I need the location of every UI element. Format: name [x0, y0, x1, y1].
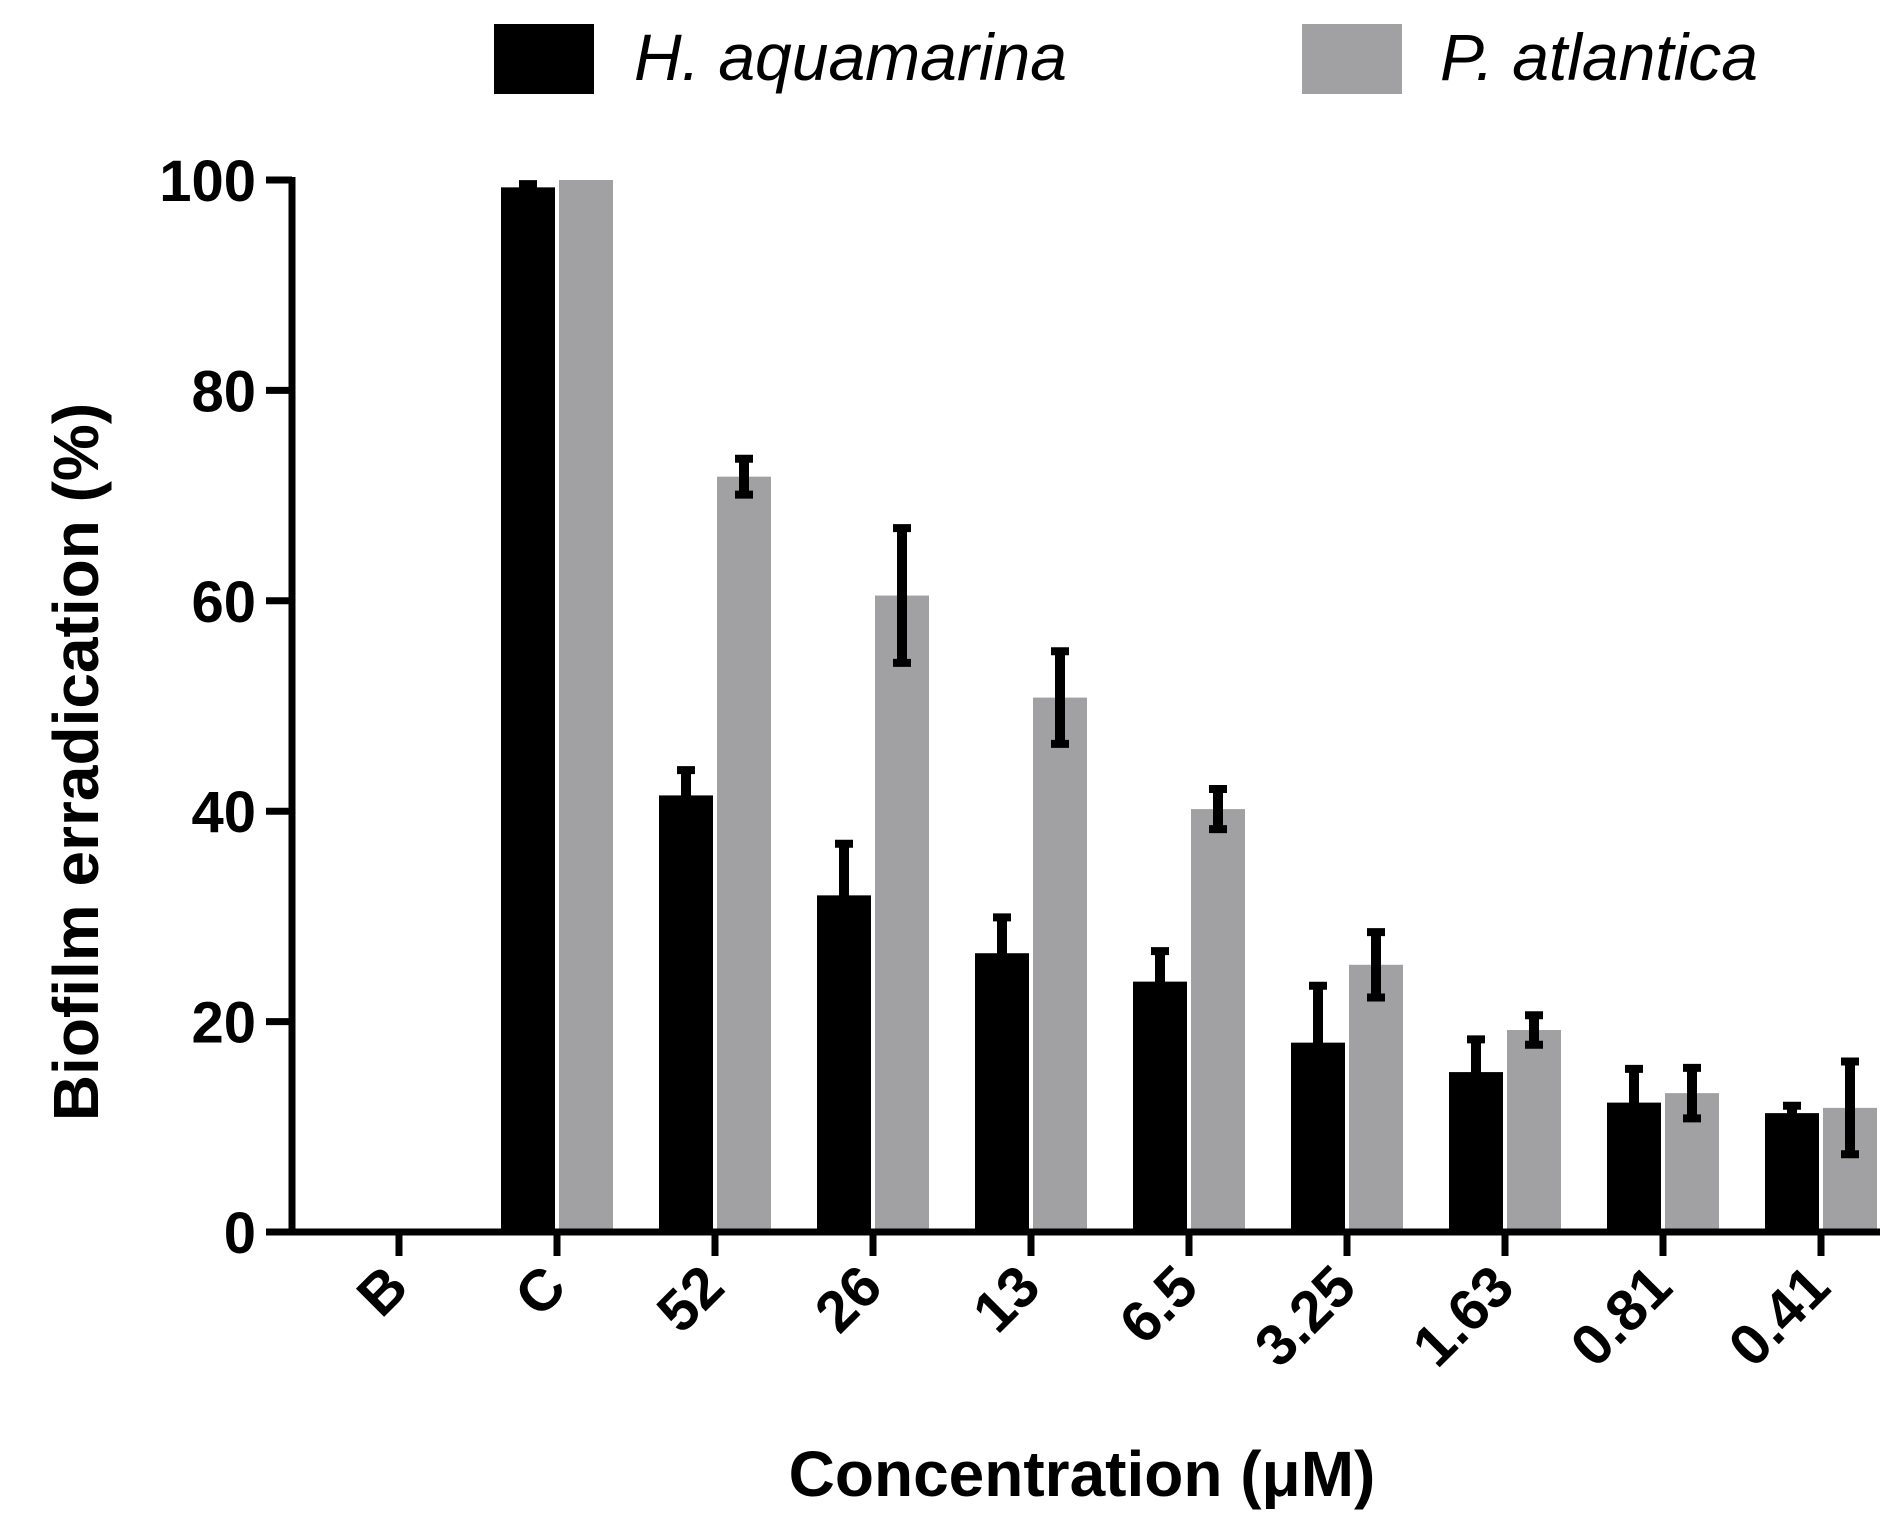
bar-h-aquamarina-6-5: [1133, 981, 1187, 1232]
bar-h-aquamarina-13: [975, 953, 1029, 1232]
y-tick-label-80: 80: [191, 359, 256, 424]
x-tick-label-6-5: 6.5: [1107, 1253, 1210, 1356]
bar-p-atlantica-26: [875, 595, 929, 1232]
x-tick-label-0-81: 0.81: [1558, 1253, 1684, 1379]
bar-h-aquamarina-0-41: [1765, 1113, 1819, 1232]
bar-p-atlantica-c: [559, 180, 613, 1232]
y-tick-label-0: 0: [224, 1201, 256, 1266]
error-bars-group: [519, 180, 1859, 1159]
legend-swatch-p-atlantica: [1302, 24, 1402, 94]
y-axis: 0 20 40 60 80 100: [159, 149, 296, 1266]
x-tick-label-3-25: 3.25: [1242, 1253, 1368, 1379]
y-tick-label-20: 20: [191, 991, 256, 1056]
x-tick-label-13: 13: [961, 1253, 1053, 1345]
x-tick-label-0-41: 0.41: [1716, 1253, 1842, 1379]
x-tick-label-52: 52: [645, 1253, 737, 1345]
bar-p-atlantica-52: [717, 476, 771, 1232]
x-tick-label-26: 26: [803, 1253, 895, 1345]
legend-label-p-atlantica: P. atlantica: [1440, 20, 1758, 94]
x-axis-title: Concentration (μM): [789, 1438, 1376, 1510]
bar-p-atlantica-6-5: [1191, 809, 1245, 1232]
legend: H. aquamarina P. atlantica: [494, 20, 1758, 94]
y-tick-label-100: 100: [159, 149, 256, 214]
x-axis: B C 52 26 13 6.5 3.25 1.63 0.81 0.41: [289, 1228, 1880, 1379]
legend-swatch-h-aquamarina: [494, 24, 594, 94]
bars-group: [501, 180, 1877, 1232]
y-tick-label-60: 60: [191, 570, 256, 635]
bar-h-aquamarina-26: [817, 895, 871, 1232]
bar-p-atlantica-13: [1033, 697, 1087, 1232]
bar-h-aquamarina-c: [501, 187, 555, 1232]
x-tick-label-c: C: [503, 1253, 579, 1329]
y-tick-label-40: 40: [191, 780, 256, 845]
x-tick-label-1-63: 1.63: [1400, 1253, 1526, 1379]
legend-label-h-aquamarina: H. aquamarina: [634, 20, 1067, 94]
y-axis-title: Biofilm erradication (%): [40, 403, 112, 1121]
bar-h-aquamarina-52: [659, 795, 713, 1232]
x-tick-label-b: B: [345, 1253, 421, 1329]
bar-p-atlantica-3-25: [1349, 964, 1403, 1232]
bar-p-atlantica-1-63: [1507, 1030, 1561, 1232]
